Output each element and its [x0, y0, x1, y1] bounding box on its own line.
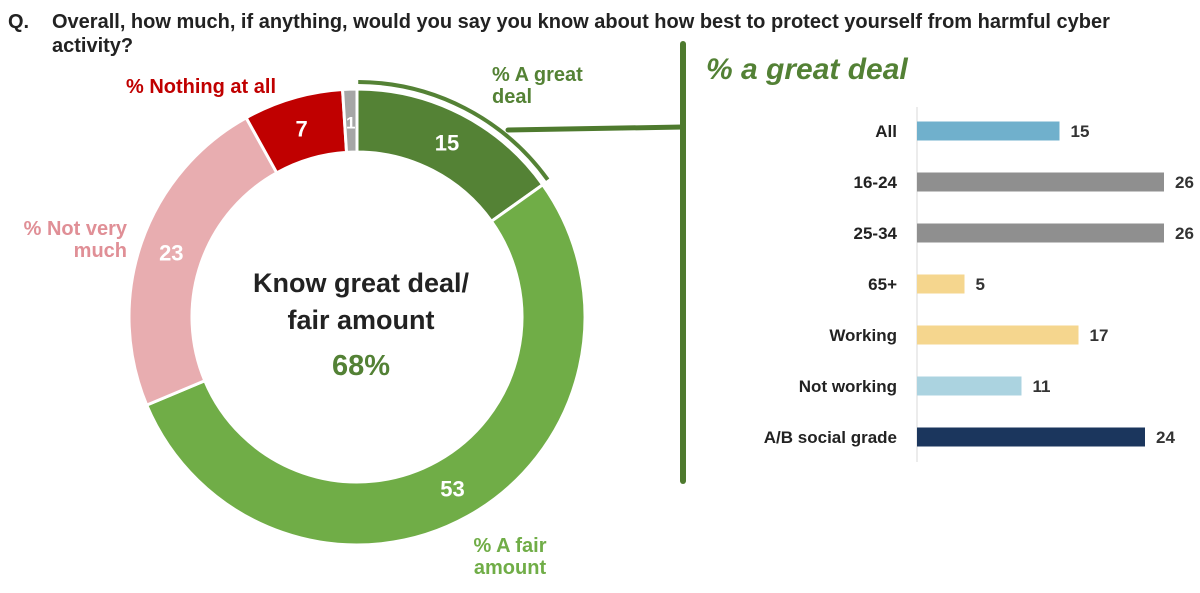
donut-slice-label-a-fair-amount: % A fair amount: [474, 535, 547, 579]
label-line: much: [74, 240, 127, 262]
callout-connector: [505, 41, 686, 484]
bar-value-label: 24: [1156, 428, 1175, 447]
bar-value-label: 26: [1175, 224, 1194, 243]
bar-all: [917, 121, 1060, 141]
bar-not-working: [917, 376, 1022, 396]
donut-slice-label-not-very-much: % Not very much: [24, 218, 128, 262]
question-text: Overall, how much, if anything, would yo…: [52, 11, 1110, 57]
bar-value-label: 11: [1033, 377, 1051, 396]
label-line: deal: [492, 86, 532, 108]
donut-slice-a-fair-amount: [144, 182, 587, 547]
label-line: % A fair: [474, 535, 547, 557]
bar-category-label: 65+: [868, 275, 897, 294]
bar-65: [917, 274, 965, 294]
bar-25-34: [917, 223, 1164, 243]
label-line: % Not very: [24, 218, 128, 240]
donut-chart: 15 53 23 7 1 % A great deal % A fair amount % Not…: [24, 64, 587, 579]
donut-slice-label-nothing-at-all: % Nothing at all: [126, 76, 276, 98]
donut-slice-value: 23: [159, 241, 183, 266]
bar-chart-title: % a great deal: [706, 53, 908, 86]
donut-center-line1: Know great deal/: [253, 268, 470, 298]
bar-a-b-social-grade: [917, 427, 1145, 447]
callout-line: [505, 124, 686, 133]
donut-center-value: 68%: [332, 350, 390, 382]
bar-value-label: 26: [1175, 173, 1194, 192]
donut-slice-value: 15: [435, 130, 459, 155]
donut-slice-other: [340, 87, 359, 154]
bar-chart: % a great deal All 15 16-24 26 25-34 26 65+ 5 Wor…: [706, 53, 1194, 462]
donut-slice-value: 1: [346, 114, 355, 133]
bar-category-label: All: [875, 122, 897, 141]
bar-16-24: [917, 172, 1164, 192]
great-deal-highlight-arc: [358, 80, 550, 181]
label-line: % A great: [492, 64, 583, 86]
bar-category-label: A/B social grade: [764, 428, 897, 447]
bar-value-label: 15: [1071, 122, 1090, 141]
bar-category-label: 25-34: [854, 224, 898, 243]
donut-slice-label-a-great-deal: % A great deal: [492, 64, 583, 108]
label-line: amount: [474, 557, 547, 579]
bar-value-label: 5: [976, 275, 985, 294]
donut-center-line2: fair amount: [287, 305, 434, 335]
bar-category-label: 16-24: [854, 173, 898, 192]
bar-category-label: Working: [829, 326, 897, 345]
bar-working: [917, 325, 1079, 345]
question-number: Q.: [8, 11, 30, 33]
label-line: % Nothing at all: [126, 76, 276, 98]
donut-slice-value: 53: [440, 477, 464, 502]
donut-slice-value: 7: [296, 116, 308, 141]
bar-value-label: 17: [1090, 326, 1109, 345]
donut-slice-not-very-much: [127, 115, 279, 408]
bar-category-label: Not working: [799, 377, 897, 396]
